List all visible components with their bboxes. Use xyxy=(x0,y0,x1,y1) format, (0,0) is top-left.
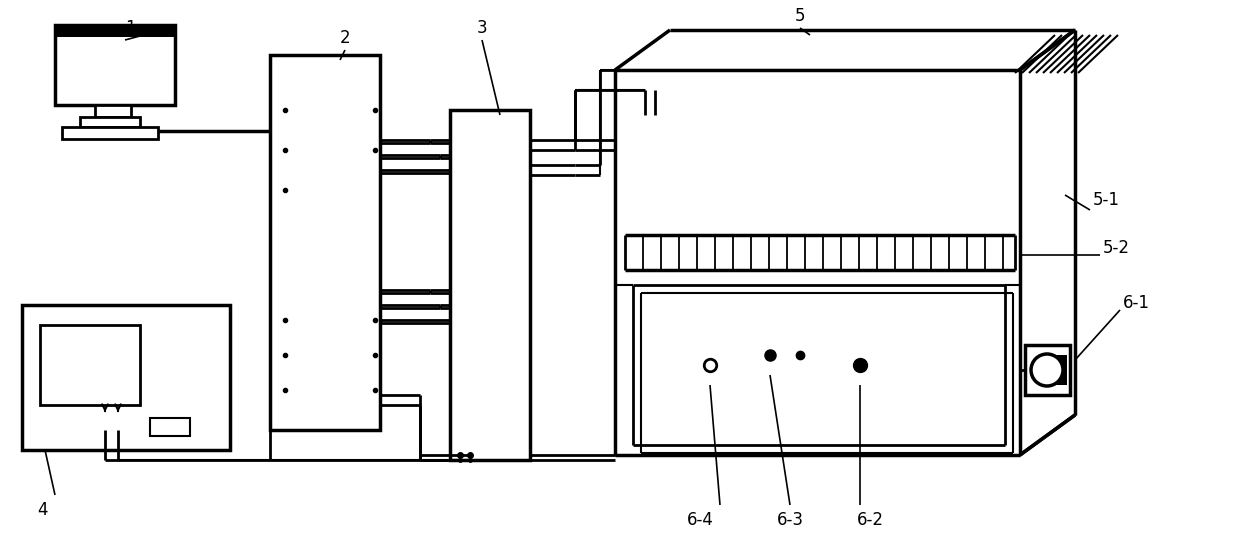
Text: 5-1: 5-1 xyxy=(1093,191,1120,209)
Bar xyxy=(450,110,530,460)
Bar xyxy=(22,305,230,450)
Text: 2: 2 xyxy=(339,29,351,47)
Bar xyxy=(55,25,175,105)
Bar xyxy=(150,418,190,436)
Circle shape xyxy=(1031,354,1063,386)
Text: 3: 3 xyxy=(477,19,487,37)
Bar xyxy=(62,127,159,139)
Text: 6-2: 6-2 xyxy=(856,511,883,529)
Text: 6-1: 6-1 xyxy=(1123,294,1150,312)
Text: 5: 5 xyxy=(794,7,805,25)
Text: 6-3: 6-3 xyxy=(777,511,804,529)
Bar xyxy=(1047,355,1067,385)
Bar xyxy=(95,105,131,117)
Text: 5-2: 5-2 xyxy=(1103,239,1130,257)
Bar xyxy=(270,55,380,430)
Bar xyxy=(40,325,140,405)
Text: 1: 1 xyxy=(125,19,135,37)
Bar xyxy=(81,117,140,127)
Bar xyxy=(55,25,175,37)
Bar xyxy=(1025,345,1070,395)
Text: 4: 4 xyxy=(37,501,47,519)
Text: 6-4: 6-4 xyxy=(686,511,714,529)
